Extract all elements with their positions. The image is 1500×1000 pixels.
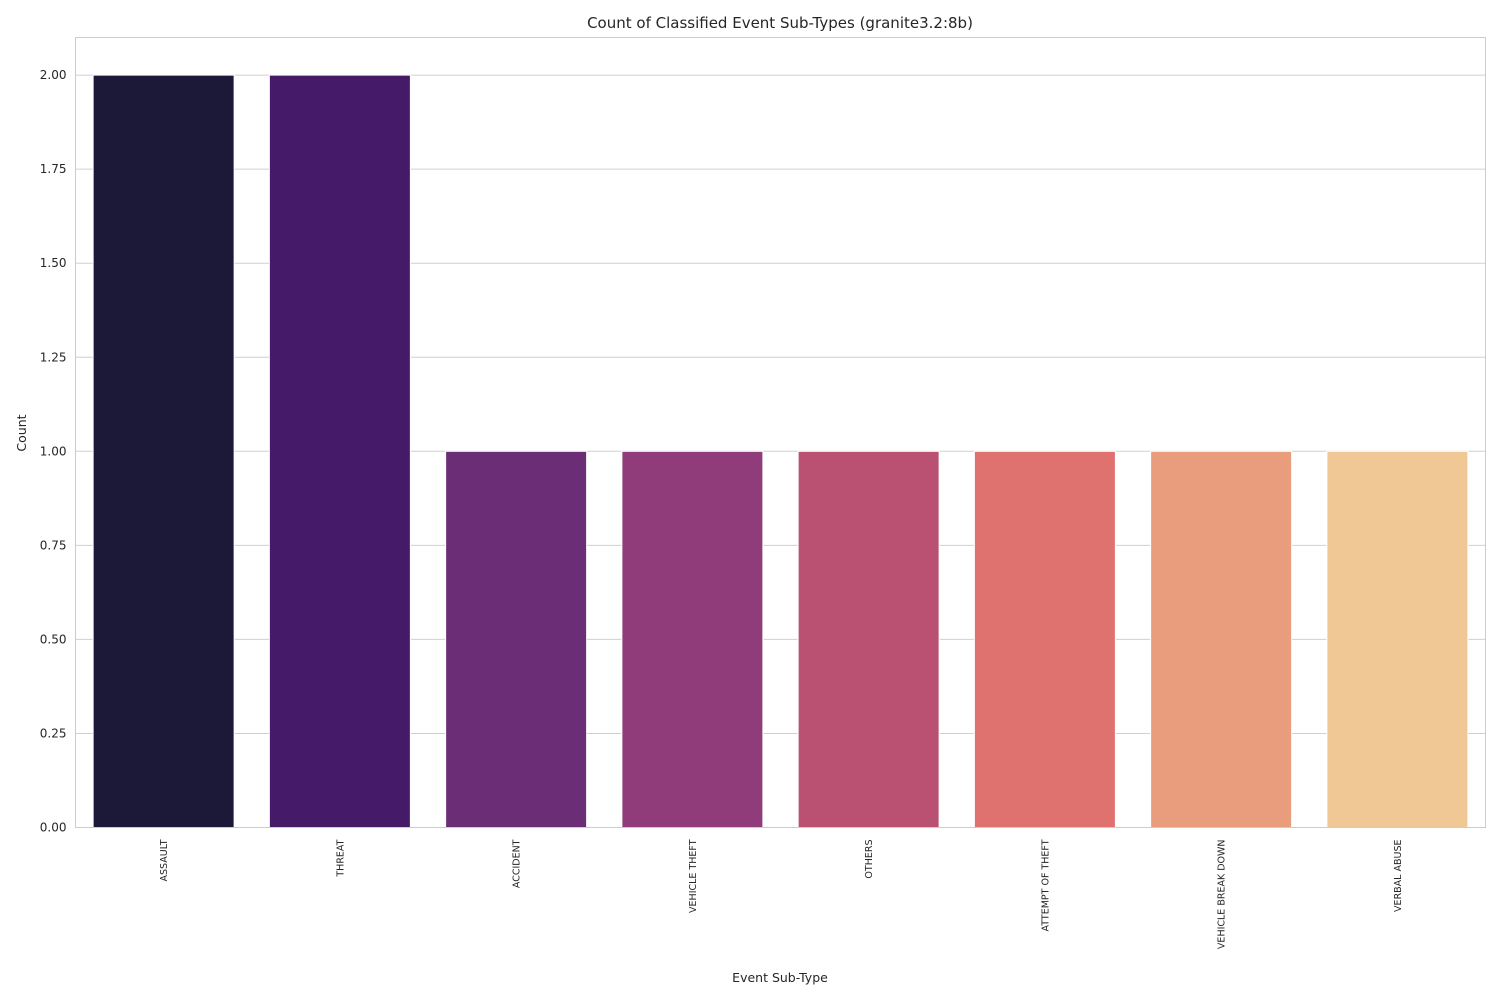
x-tick-label: ATTEMPT OF THEFT [1040, 839, 1051, 931]
bar-threat [268, 74, 411, 829]
bar-vehicle-theft [621, 450, 764, 828]
x-tick-labels: ASSAULT THREAT ACCIDENT VEHICLE THEFT OTHERS… [159, 839, 1404, 949]
y-tick-label: 0.00 [40, 821, 67, 835]
chart-title: Count of Classified Event Sub-Types (gra… [587, 14, 973, 32]
y-tick-label: 0.50 [40, 632, 67, 646]
x-axis-label: Event Sub-Type [732, 970, 828, 985]
bar-verbal-abuse [1326, 450, 1469, 828]
y-tick-label: 2.00 [40, 68, 67, 82]
bar-attempt-of-theft [973, 450, 1116, 828]
bar-assault [92, 74, 235, 829]
y-tick-label: 1.25 [40, 350, 67, 364]
x-tick-label: ACCIDENT [512, 839, 523, 888]
plot-frame [75, 37, 1486, 828]
x-tick-label: VEHICLE BREAK DOWN [1217, 840, 1228, 950]
y-axis-label: Count [14, 414, 29, 451]
x-tick-label: THREAT [335, 839, 346, 877]
y-tick-label: 1.75 [40, 162, 67, 176]
x-tick-label: VEHICLE THEFT [688, 839, 699, 913]
x-tick-label: VERBAL ABUSE [1393, 840, 1404, 912]
y-tick-labels: 0.00 0.25 0.50 0.75 1.00 1.25 1.50 1.75 2.00 [40, 68, 67, 834]
y-tick-label: 0.75 [40, 538, 67, 552]
bar-vehicle-break-down [1150, 450, 1293, 828]
x-tick-label: ASSAULT [159, 839, 170, 881]
bars [92, 74, 1469, 829]
bar-accident [445, 450, 588, 828]
y-tick-label: 1.00 [40, 444, 67, 458]
y-tick-label: 0.25 [40, 726, 67, 740]
bar-others [797, 450, 940, 828]
x-tick-label: OTHERS [864, 840, 875, 879]
y-tick-label: 1.50 [40, 256, 67, 270]
